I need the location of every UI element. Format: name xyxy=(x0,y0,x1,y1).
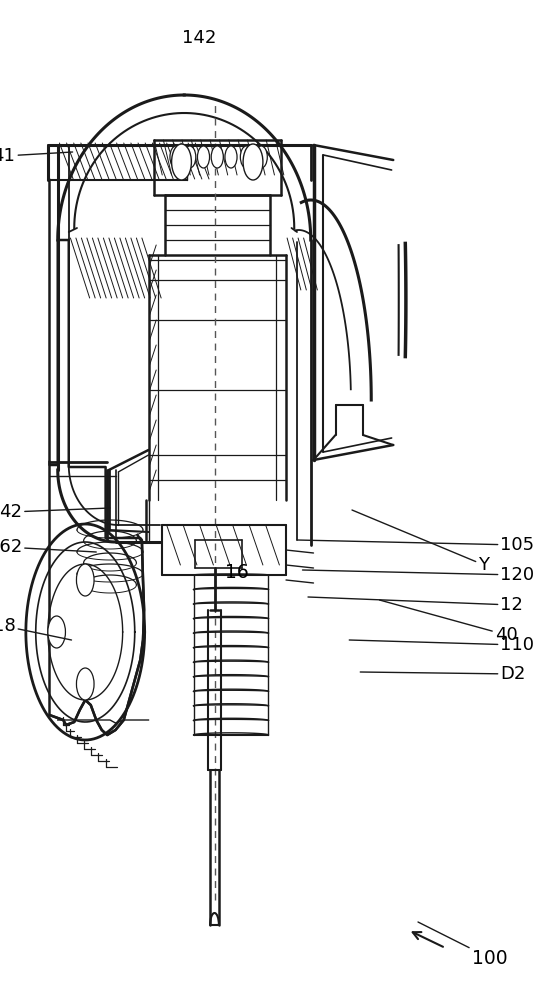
Text: 100: 100 xyxy=(418,922,508,968)
Circle shape xyxy=(172,144,191,180)
Text: 120: 120 xyxy=(302,566,535,584)
Circle shape xyxy=(197,146,210,168)
Text: 142: 142 xyxy=(183,29,217,47)
Text: 41: 41 xyxy=(0,147,73,165)
Circle shape xyxy=(225,146,237,168)
Circle shape xyxy=(243,144,263,180)
Text: 16: 16 xyxy=(224,562,249,582)
Text: 42: 42 xyxy=(0,503,110,521)
Text: 110: 110 xyxy=(349,636,535,654)
Circle shape xyxy=(48,616,65,648)
Text: 162: 162 xyxy=(0,538,96,556)
Text: 105: 105 xyxy=(297,536,535,554)
Text: 12: 12 xyxy=(308,596,524,614)
Circle shape xyxy=(211,146,223,168)
Text: Y: Y xyxy=(352,510,490,574)
Circle shape xyxy=(76,564,94,596)
Circle shape xyxy=(240,146,252,168)
Circle shape xyxy=(170,146,182,168)
Text: D2: D2 xyxy=(360,665,526,683)
Text: 40: 40 xyxy=(379,600,518,644)
Circle shape xyxy=(255,146,267,168)
Text: 18: 18 xyxy=(0,617,72,640)
Circle shape xyxy=(76,668,94,700)
Circle shape xyxy=(184,146,196,168)
